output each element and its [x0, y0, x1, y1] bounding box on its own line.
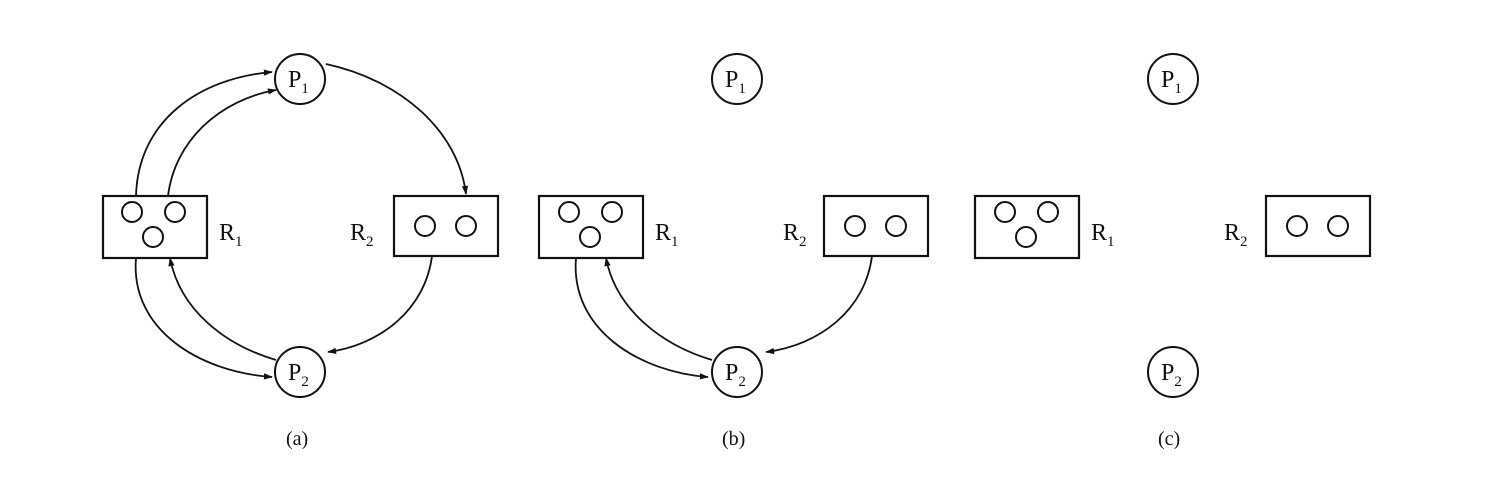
resource-unit	[455, 215, 477, 237]
panel-b: P1 P2 R1 R2 (b)	[537, 53, 930, 450]
svg-text:R1: R1	[219, 220, 243, 250]
resource-unit	[414, 215, 436, 237]
process-letter: P	[725, 67, 738, 93]
process-index: 2	[301, 374, 309, 390]
resource-unit	[885, 215, 907, 237]
edge-r1-to-p2	[134, 257, 273, 380]
resource-index: 1	[1107, 234, 1115, 250]
resource-letter: R	[1091, 220, 1107, 246]
resource-unit	[558, 201, 580, 223]
resource-unit	[121, 201, 143, 223]
process-node: P1	[711, 53, 763, 105]
svg-text:P1: P1	[725, 67, 746, 97]
resource-letter: R	[219, 220, 235, 246]
svg-text:R2: R2	[783, 220, 807, 250]
resource-unit	[601, 201, 623, 223]
resource-unit	[994, 201, 1016, 223]
svg-text:P2: P2	[1161, 360, 1182, 390]
process-node: P2	[711, 346, 763, 398]
resource-node: R1	[101, 194, 243, 260]
resource-unit	[142, 226, 164, 248]
panel-caption: (a)	[286, 428, 308, 450]
resource-unit	[1327, 215, 1349, 237]
panel-a: P1 P2 R1 R2 (a)	[101, 53, 500, 450]
svg-text:R2: R2	[1224, 220, 1248, 250]
process-index: 2	[1174, 374, 1182, 390]
resource-box	[822, 194, 930, 258]
resource-index: 2	[366, 234, 374, 250]
process-letter: P	[1161, 67, 1174, 93]
resource-node: R2	[350, 194, 500, 258]
svg-text:R1: R1	[1091, 220, 1115, 250]
panel-caption: (c)	[1158, 428, 1180, 450]
panel-c: P1 P2 R1 R2 (c)	[973, 53, 1372, 450]
process-index: 1	[1174, 81, 1182, 97]
process-letter: P	[725, 360, 738, 386]
edge-r2-to-p2	[765, 255, 873, 355]
process-letter: P	[1161, 360, 1174, 386]
svg-text:P2: P2	[725, 360, 746, 390]
resource-node: R1	[537, 194, 679, 260]
process-node: P1	[274, 53, 326, 105]
process-circle	[711, 346, 763, 398]
svg-text:P1: P1	[1161, 67, 1182, 97]
resource-node: R1	[973, 194, 1115, 260]
resource-index: 1	[235, 234, 243, 250]
svg-text:P2: P2	[288, 360, 309, 390]
edge-p1-to-r2	[325, 63, 469, 195]
edge-r2-to-p2	[327, 255, 433, 355]
resource-unit	[1286, 215, 1308, 237]
edge-r1-to-p1-outer	[135, 69, 273, 197]
resource-node: R2	[1224, 194, 1372, 258]
resource-letter: R	[350, 220, 366, 246]
resource-index: 2	[799, 234, 807, 250]
process-circle	[274, 346, 326, 398]
resource-node: R2	[783, 194, 930, 258]
resource-letter: R	[783, 220, 799, 246]
svg-text:P1: P1	[288, 67, 309, 97]
resource-box	[392, 194, 500, 258]
edge-p2-to-r1	[168, 257, 277, 361]
process-circle	[711, 53, 763, 105]
resource-index: 2	[1240, 234, 1248, 250]
process-circle	[274, 53, 326, 105]
process-index: 1	[301, 81, 309, 97]
resource-index: 1	[671, 234, 679, 250]
process-index: 2	[738, 374, 746, 390]
process-node: P2	[274, 346, 326, 398]
resource-letter: R	[1224, 220, 1240, 246]
process-circle	[1147, 53, 1199, 105]
resource-unit	[1015, 226, 1037, 248]
process-node: P2	[1147, 346, 1199, 398]
process-letter: P	[288, 67, 301, 93]
process-index: 1	[738, 81, 746, 97]
process-letter: P	[288, 360, 301, 386]
svg-text:R2: R2	[350, 220, 374, 250]
panel-caption: (b)	[722, 428, 745, 450]
process-circle	[1147, 346, 1199, 398]
edge-r1-to-p1-inner	[167, 88, 277, 197]
resource-unit	[1037, 201, 1059, 223]
resource-unit	[844, 215, 866, 237]
resource-box	[1264, 194, 1372, 258]
resource-unit	[164, 201, 186, 223]
edge-p2-to-r1	[604, 257, 713, 361]
svg-text:R1: R1	[655, 220, 679, 250]
edge-r1-to-p2	[574, 257, 709, 380]
resource-unit	[579, 226, 601, 248]
resource-letter: R	[655, 220, 671, 246]
process-node: P1	[1147, 53, 1199, 105]
